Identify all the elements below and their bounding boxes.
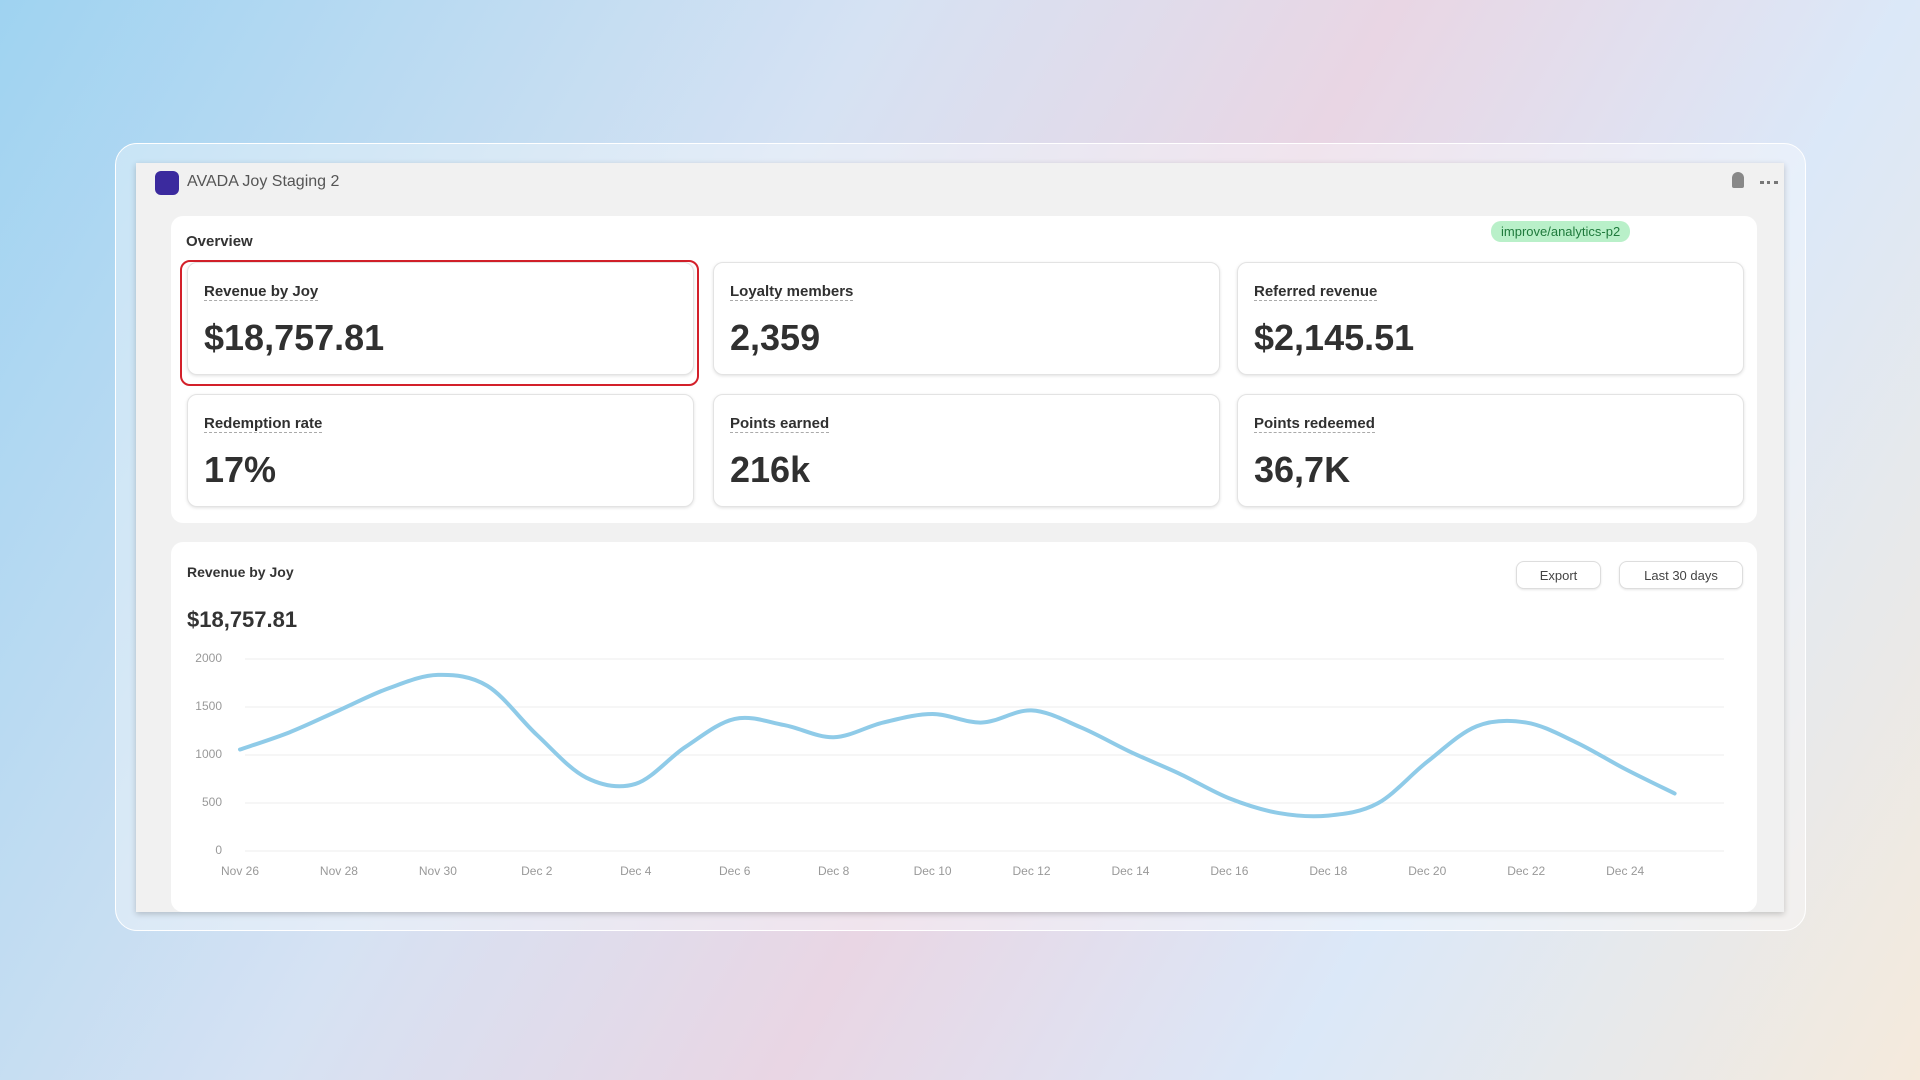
metric-card[interactable]: Loyalty members 2,359	[713, 262, 1220, 375]
metric-card[interactable]: Referred revenue $2,145.51	[1237, 262, 1744, 375]
pin-icon[interactable]	[1732, 172, 1744, 188]
tag: improve/analytics-p2	[1491, 221, 1631, 242]
x-tick-label: Nov 28	[320, 864, 358, 878]
x-tick-label: Dec 10	[914, 864, 952, 878]
metric-label: Redemption rate	[204, 415, 323, 433]
metric-value: 17%	[204, 449, 277, 490]
x-tick-label: Dec 20	[1408, 864, 1446, 878]
y-tick-label: 2000	[195, 651, 222, 665]
x-tick-label: Nov 30	[419, 864, 457, 878]
metric-label: Points earned	[730, 415, 830, 433]
y-tick-label: 0	[215, 843, 222, 857]
metric-value: 2,359	[730, 317, 821, 358]
x-tick-label: Dec 4	[620, 864, 652, 878]
metric-card[interactable]: Revenue by Joy $18,757.81	[187, 262, 694, 375]
metric-card[interactable]: Points redeemed 36,7K	[1237, 394, 1744, 507]
x-tick-label: Dec 8	[818, 864, 850, 878]
chart-title: Revenue by Joy	[187, 564, 294, 580]
metric-value: $2,145.51	[1254, 317, 1415, 358]
chart-panel	[171, 542, 1757, 912]
metric-label: Revenue by Joy	[204, 283, 319, 301]
more-icon[interactable]	[1760, 181, 1778, 187]
x-tick-label: Dec 22	[1507, 864, 1545, 878]
y-tick-label: 500	[202, 795, 222, 809]
app-title: AVADA Joy Staging 2	[187, 173, 340, 190]
metric-card[interactable]: Redemption rate 17%	[187, 394, 694, 507]
metric-card[interactable]: Points earned 216k	[713, 394, 1220, 507]
overview-title: Overview	[186, 233, 253, 250]
metric-label: Loyalty members	[730, 283, 854, 301]
x-tick-label: Dec 24	[1606, 864, 1644, 878]
x-tick-label: Dec 14	[1111, 864, 1149, 878]
chart-subtitle: $18,757.81	[187, 607, 298, 632]
x-tick-label: Dec 12	[1013, 864, 1051, 878]
y-tick-label: 1500	[195, 699, 222, 713]
x-tick-label: Dec 2	[521, 864, 553, 878]
metric-label: Points redeemed	[1254, 415, 1375, 433]
metric-value: 216k	[730, 449, 811, 490]
x-tick-label: Dec 6	[719, 864, 751, 878]
line	[238, 672, 1677, 819]
x-tick-label: Dec 18	[1309, 864, 1347, 878]
range-button[interactable]: Last 30 days	[1619, 561, 1743, 589]
metric-label: Referred revenue	[1254, 283, 1378, 301]
metric-value: $18,757.81	[204, 317, 385, 358]
x-tick-label: Nov 26	[221, 864, 259, 878]
metric-value: 36,7K	[1254, 449, 1351, 490]
app-icon	[155, 171, 179, 195]
y-tick-label: 1000	[195, 747, 222, 761]
export-button[interactable]: Export	[1516, 561, 1601, 589]
highlight	[180, 260, 699, 386]
x-tick-label: Dec 16	[1210, 864, 1248, 878]
